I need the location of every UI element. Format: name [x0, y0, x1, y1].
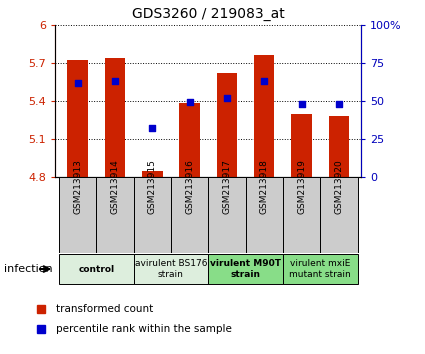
Point — [111, 78, 118, 84]
Title: GDS3260 / 219083_at: GDS3260 / 219083_at — [132, 7, 285, 21]
Text: control: control — [78, 264, 114, 274]
Bar — [246, 177, 283, 253]
Point — [298, 101, 305, 107]
Point — [335, 101, 342, 107]
Bar — [320, 177, 357, 253]
Bar — [283, 177, 320, 253]
Bar — [142, 171, 162, 177]
Text: virulent M90T
strain: virulent M90T strain — [210, 259, 281, 279]
Text: avirulent BS176
strain: avirulent BS176 strain — [135, 259, 207, 279]
Text: GSM213914: GSM213914 — [110, 159, 119, 213]
Point — [224, 95, 230, 101]
Text: GSM213916: GSM213916 — [185, 159, 194, 213]
Text: GSM213913: GSM213913 — [73, 159, 82, 213]
Bar — [179, 103, 200, 177]
Text: transformed count: transformed count — [57, 304, 154, 314]
Text: GSM213918: GSM213918 — [260, 159, 269, 213]
Bar — [254, 55, 275, 177]
Bar — [105, 58, 125, 177]
Text: GSM213920: GSM213920 — [334, 159, 343, 213]
Text: percentile rank within the sample: percentile rank within the sample — [57, 324, 232, 334]
Bar — [96, 177, 133, 253]
Bar — [208, 254, 283, 284]
Text: GSM213917: GSM213917 — [222, 159, 231, 213]
Point — [186, 99, 193, 105]
Point — [74, 80, 81, 85]
Bar — [291, 114, 312, 177]
Bar — [133, 177, 171, 253]
Text: virulent mxiE
mutant strain: virulent mxiE mutant strain — [289, 259, 351, 279]
Bar — [68, 60, 88, 177]
Point — [149, 125, 156, 131]
Bar — [329, 116, 349, 177]
Bar — [283, 254, 357, 284]
Bar — [171, 177, 208, 253]
Text: GSM213919: GSM213919 — [297, 159, 306, 213]
Bar — [133, 254, 208, 284]
Bar — [59, 254, 133, 284]
Bar — [59, 177, 96, 253]
Bar — [208, 177, 246, 253]
Bar — [217, 73, 237, 177]
Point — [261, 78, 268, 84]
Text: infection: infection — [4, 264, 53, 274]
Text: GSM213915: GSM213915 — [148, 159, 157, 213]
